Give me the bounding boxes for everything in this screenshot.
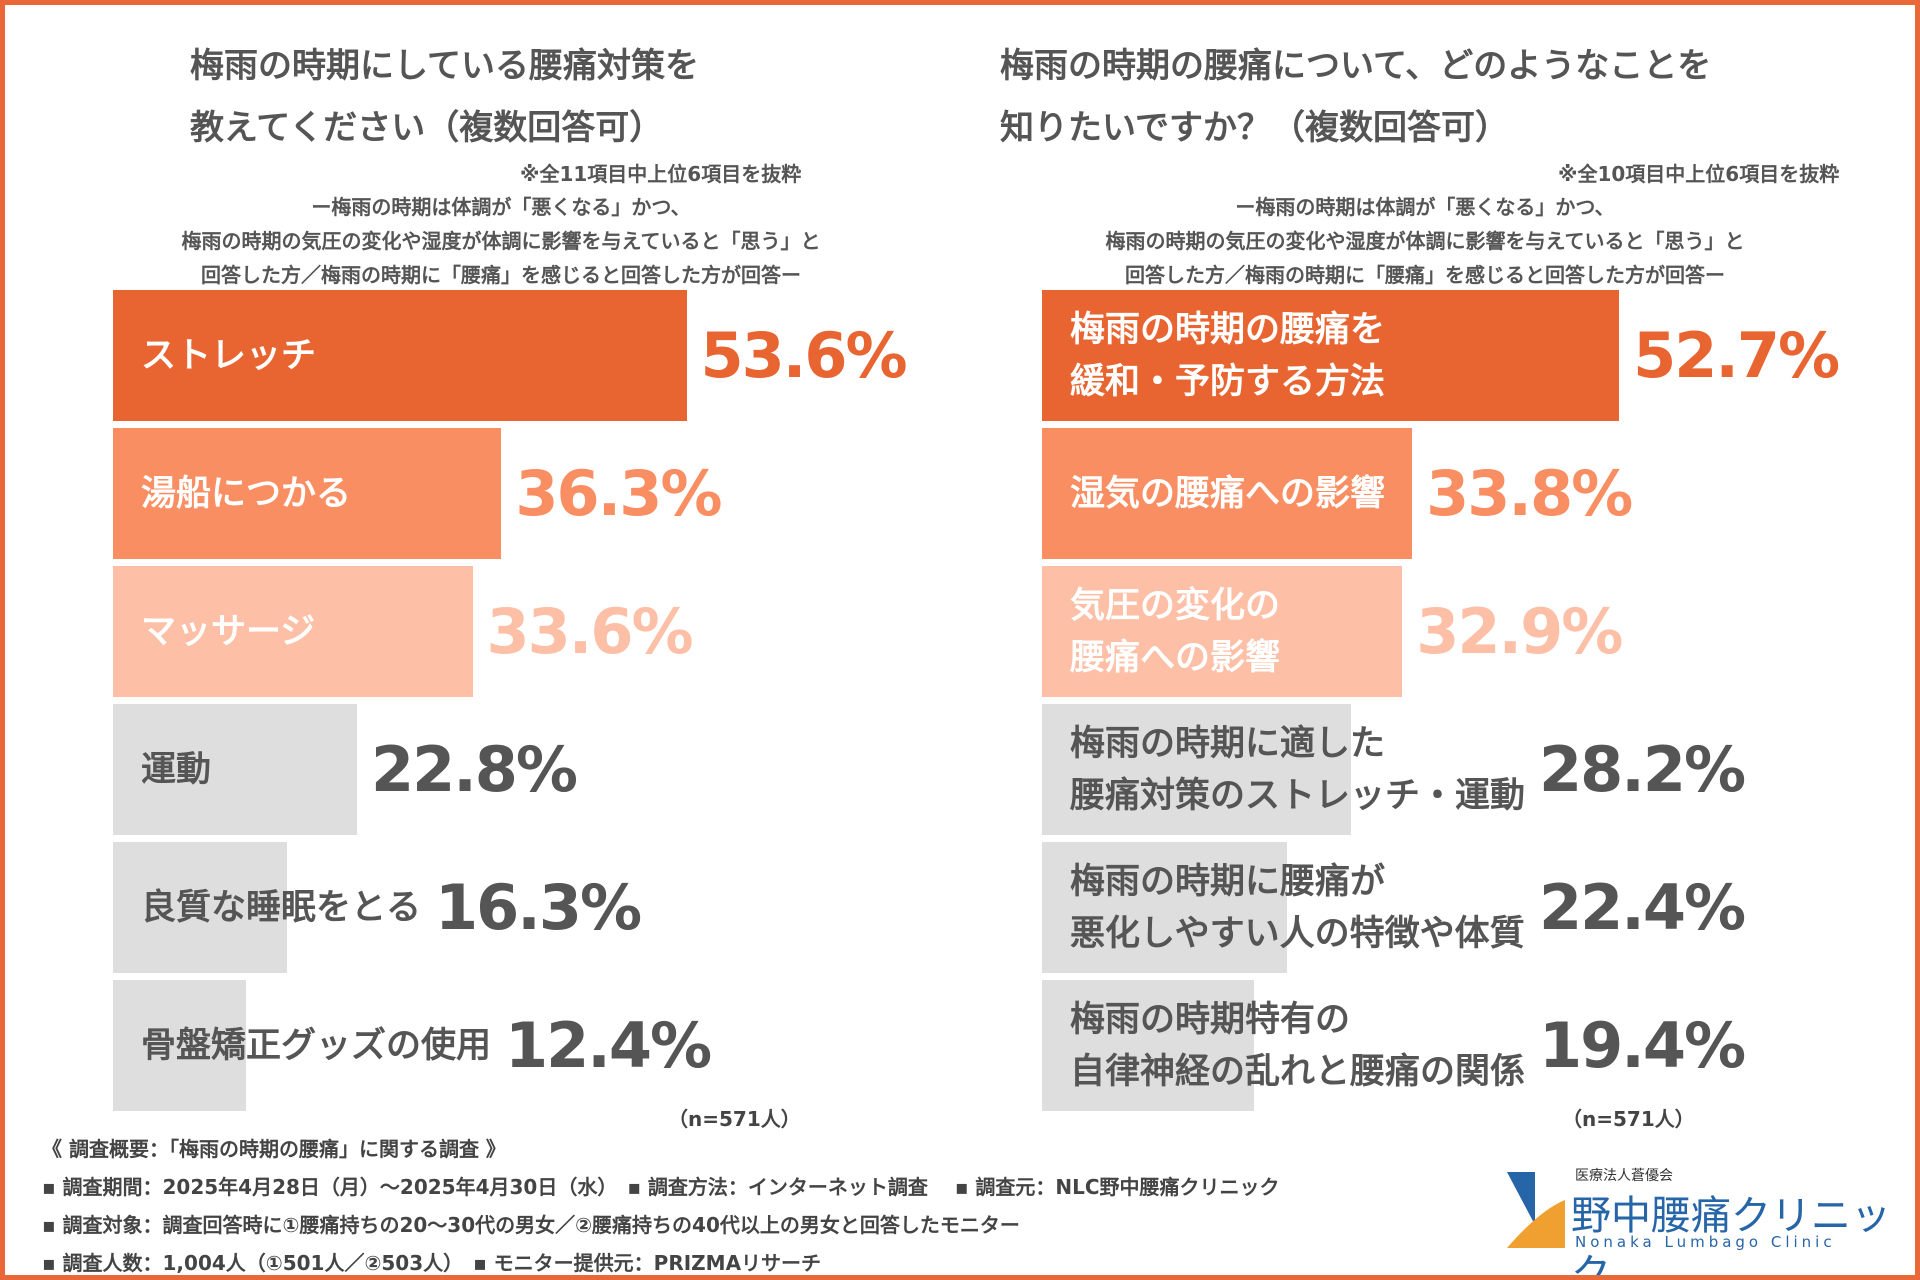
value-label: 12.4% [505, 1009, 712, 1082]
bar-label: 骨盤矯正グッズの使用 [141, 1025, 492, 1066]
value-label: 28.2% [1539, 733, 1746, 806]
chart-subtitle: 回答した方／梅雨の時期に「腰痛」を感じると回答した方が回答ー [1125, 263, 1725, 287]
bar [1042, 704, 1351, 835]
bar-label: 良質な睡眠をとる [141, 887, 422, 928]
bar-label: 運動 [141, 749, 212, 790]
value-label: 33.6% [486, 595, 694, 668]
chart-subtitle: 回答した方／梅雨の時期に「腰痛」を感じると回答した方が回答ー [201, 263, 801, 287]
value-label: 19.4% [1539, 1009, 1746, 1082]
value-label: 22.8% [370, 733, 578, 806]
sample-size: （n=571人） [1562, 1107, 1695, 1131]
chart-title: 梅雨の時期の腰痛について、どのようなことを 知りたいですか？（複数回答可） [1000, 46, 1712, 148]
chart-note: ※全11項目中上位6項目を抜粋 [520, 162, 802, 186]
chart-subtitle: ー梅雨の時期は体調が「悪くなる」かつ、 [311, 195, 691, 219]
logo-en: Nonaka Lumbago Clinic [1575, 1233, 1836, 1251]
bar [113, 980, 246, 1111]
bar-label: 湯船につかる [141, 473, 352, 514]
bar-label: 梅雨の時期特有の 自律神経の乱れと腰痛の関係 [1070, 999, 1526, 1092]
value-label: 22.4% [1539, 871, 1746, 944]
bar-label: 梅雨の時期の腰痛を 緩和・予防する方法 [1070, 309, 1386, 402]
bar [113, 842, 288, 973]
value-label: 53.6% [700, 319, 908, 392]
bar [1042, 980, 1255, 1111]
bar-label: 梅雨の時期に適した 腰痛対策のストレッチ・運動 [1070, 723, 1526, 816]
sample-size: （n=571人） [668, 1107, 801, 1131]
chart-subtitle: 梅雨の時期の気圧の変化や湿度が体調に影響を与えていると「思う」と [1105, 229, 1745, 253]
bar [1042, 566, 1403, 697]
logo-org: 医療法人蒼優会 [1575, 1168, 1673, 1184]
value-label: 33.8% [1426, 457, 1633, 530]
bar-label: 気圧の変化の 腰痛への影響 [1070, 585, 1281, 678]
footer-line: ▪ 調査期間：2025年4月28日（月）～2025年4月30日（水） ▪ 調査方… [42, 1175, 1280, 1199]
logo-name: 野中腰痛クリニック [1571, 1193, 1891, 1280]
footer-line: ▪ 調査人数：1,004人（①501人／②503人） ▪ モニター提供元：PRI… [42, 1251, 822, 1275]
footer-line: ▪ 調査対象：調査回答時に①腰痛持ちの20～30代の男女／②腰痛持ちの40代以上… [42, 1213, 1020, 1237]
chart-subtitle: 梅雨の時期の気圧の変化や湿度が体調に影響を与えていると「思う」と [181, 229, 821, 253]
chart-title: 梅雨の時期にしている腰痛対策を 教えてください（複数回答可） [190, 46, 699, 148]
value-label: 52.7% [1633, 319, 1840, 392]
chart-subtitle: ー梅雨の時期は体調が「悪くなる」かつ、 [1235, 195, 1615, 219]
bar [1042, 428, 1413, 559]
value-label: 32.9% [1416, 595, 1623, 668]
bar-label: ストレッチ [141, 335, 317, 376]
bar [113, 704, 357, 835]
value-label: 16.3% [435, 871, 642, 944]
bar [1042, 842, 1288, 973]
bar-label: マッサージ [141, 611, 316, 652]
bar-label: 湿気の腰痛への影響 [1070, 473, 1386, 514]
footer-line: 《 調査概要：「梅雨の時期の腰痛」に関する調査 》 [42, 1137, 506, 1161]
logo-mark [1507, 1172, 1565, 1248]
bar-label: 梅雨の時期に腰痛が 悪化しやすい人の特徴や体質 [1070, 861, 1525, 954]
bar [1042, 290, 1620, 421]
bar [113, 290, 687, 421]
value-label: 36.3% [515, 457, 722, 530]
bar [113, 566, 473, 697]
chart-note: ※全10項目中上位6項目を抜粋 [1558, 162, 1840, 186]
bar [113, 428, 502, 559]
